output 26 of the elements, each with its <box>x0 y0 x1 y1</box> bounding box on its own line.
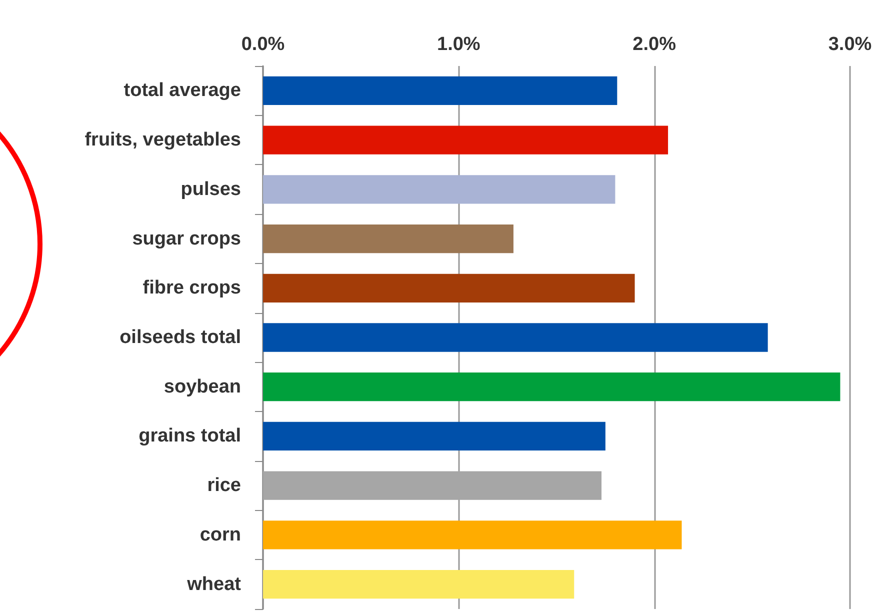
y-tick-label: soybean <box>164 376 241 398</box>
y-tick-label: sugar crops <box>132 228 241 250</box>
bar <box>263 224 514 254</box>
bar <box>263 471 602 500</box>
y-tick-label: grains total <box>138 426 241 447</box>
bar <box>263 274 635 302</box>
bar <box>263 323 768 352</box>
x-tick-label: 3.0% <box>828 34 872 55</box>
bar <box>263 76 618 105</box>
bar <box>263 570 574 599</box>
bar <box>263 372 840 402</box>
y-tick-label: total average <box>124 80 241 102</box>
y-tick-label: pulses <box>180 178 241 200</box>
y-tick-label: fruits, vegetables <box>84 130 241 151</box>
x-tick-label: 1.0% <box>437 34 480 55</box>
y-tick-label: wheat <box>186 574 242 595</box>
y-tick-label: oilseeds total <box>120 327 241 348</box>
x-tick-label: 0.0% <box>241 34 285 55</box>
bar <box>263 175 616 204</box>
bar <box>263 520 682 550</box>
y-tick-label: corn <box>200 524 241 546</box>
x-tick-label: 2.0% <box>632 34 676 55</box>
y-tick-label: rice <box>207 475 241 496</box>
bar <box>263 422 606 451</box>
bar <box>263 126 668 154</box>
y-tick-label: fibre crops <box>142 278 241 299</box>
